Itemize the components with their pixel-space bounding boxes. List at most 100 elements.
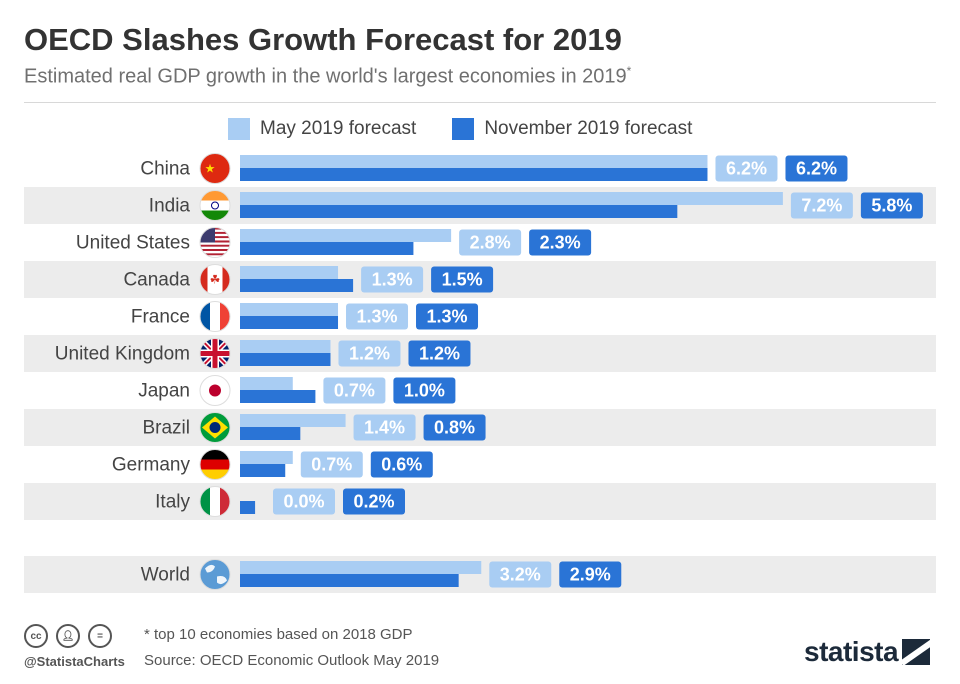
value-label-may-bg xyxy=(323,377,386,404)
value-label-may-bg xyxy=(459,229,522,256)
bar-november xyxy=(240,353,331,366)
header-divider xyxy=(24,102,936,103)
value-label-november: 2.3% xyxy=(540,232,581,252)
value-label-may: 0.7% xyxy=(334,380,375,400)
bar-may xyxy=(240,229,452,242)
value-label-november: 1.0% xyxy=(404,380,445,400)
category-label: France xyxy=(131,307,190,328)
legend-label-may: May 2019 forecast xyxy=(260,118,417,139)
row-band xyxy=(24,335,936,372)
legend-item-november: November 2019 forecast xyxy=(452,118,692,140)
chart-row-italy: Italy 0.0% 0.2% xyxy=(24,483,936,520)
bar-may xyxy=(240,451,293,464)
value-label-may: 3.2% xyxy=(500,564,541,584)
value-label-november-bg xyxy=(785,155,848,182)
value-label-may-bg xyxy=(346,303,409,330)
value-label-november: 0.2% xyxy=(353,491,394,511)
bar-may xyxy=(240,155,708,168)
bar-november xyxy=(240,501,256,514)
value-label-november-bg xyxy=(370,451,433,478)
bar-may xyxy=(240,192,783,205)
bar-november xyxy=(240,574,459,587)
legend-item-may: May 2019 forecast xyxy=(228,118,416,140)
chart-row-united-kingdom: United Kingdom 1.2% 1.2% xyxy=(24,335,936,372)
bar-may xyxy=(240,303,339,316)
chart-row-india: India 7.2% 5.8% xyxy=(24,187,936,224)
value-label-may-bg xyxy=(300,451,363,478)
value-label-may: 7.2% xyxy=(801,195,842,215)
value-label-november: 0.8% xyxy=(434,417,475,437)
value-label-november: 0.6% xyxy=(381,454,422,474)
value-label-november-bg xyxy=(860,192,923,219)
value-label-november-bg xyxy=(343,488,405,515)
value-label-may: 0.0% xyxy=(283,491,324,511)
row-band xyxy=(24,483,936,520)
brazil-flag-icon xyxy=(199,412,231,443)
statista-logo[interactable]: statista xyxy=(804,636,931,668)
bar-november xyxy=(240,279,354,292)
chart-row-germany: Germany 0.7% 0.6% xyxy=(112,449,433,480)
cc-icon: cc xyxy=(24,624,48,648)
bar-november xyxy=(240,316,339,329)
china-flag-icon: ★ xyxy=(199,153,231,184)
india-flag-icon xyxy=(199,190,231,221)
bar-may xyxy=(240,377,293,390)
canada-flag-icon: ☘ xyxy=(199,264,231,295)
bar-may xyxy=(240,266,339,279)
category-label: United Kingdom xyxy=(55,344,190,365)
chart-row-world: World 3.2% 2.9% xyxy=(24,556,936,593)
value-label-may: 1.3% xyxy=(357,306,398,326)
category-label: World xyxy=(141,565,190,586)
svg-text:★: ★ xyxy=(205,162,216,176)
usa-flag-icon xyxy=(199,227,231,258)
value-label-may: 1.4% xyxy=(364,417,405,437)
value-label-november-bg xyxy=(529,229,592,256)
value-label-may: 1.2% xyxy=(349,343,390,363)
value-label-november-bg xyxy=(393,377,456,404)
chart-row-japan: Japan 0.7% 1.0% xyxy=(138,375,456,406)
no-derivatives-icon: = xyxy=(88,624,112,648)
bar-may xyxy=(240,340,331,353)
value-label-may: 0.7% xyxy=(311,454,352,474)
japan-flag-icon xyxy=(199,375,231,406)
chart-row-france: France 1.3% 1.3% xyxy=(131,301,479,332)
bar-november xyxy=(240,205,678,218)
svg-text:☘: ☘ xyxy=(210,273,221,287)
value-label-november-bg xyxy=(423,414,486,441)
legend-label-november: November 2019 forecast xyxy=(484,118,693,139)
source-note: Source: OECD Economic Outlook May 2019 xyxy=(144,652,440,669)
value-label-november-bg xyxy=(559,561,622,588)
value-label-may-bg xyxy=(489,561,552,588)
attribution-icon: 👤︎ xyxy=(56,624,80,648)
category-label: United States xyxy=(76,233,190,254)
chart-row-canada: Canada ☘ 1.3% 1.5% xyxy=(24,261,936,298)
value-label-november-bg xyxy=(416,303,479,330)
social-handle: @StatistaCharts xyxy=(24,654,125,669)
value-label-may: 2.8% xyxy=(470,232,511,252)
world-globe-icon xyxy=(199,559,231,590)
chart-row-brazil: Brazil 1.4% 0.8% xyxy=(24,409,936,446)
value-label-november: 2.9% xyxy=(570,564,611,584)
value-label-may-bg xyxy=(715,155,778,182)
legend-swatch-november xyxy=(452,118,475,140)
value-label-may-bg xyxy=(353,414,416,441)
chart-title: OECD Slashes Growth Forecast for 2019 xyxy=(24,22,622,57)
category-label: China xyxy=(140,159,190,180)
value-label-november: 1.2% xyxy=(419,343,460,363)
category-label: Germany xyxy=(112,455,191,476)
license-icons: cc 👤︎ = xyxy=(24,624,120,648)
footnote: * top 10 economies based on 2018 GDP xyxy=(144,626,413,643)
value-label-november: 5.8% xyxy=(871,195,912,215)
brand-name: statista xyxy=(804,636,899,667)
value-label-november: 6.2% xyxy=(796,158,837,178)
bar-november xyxy=(240,464,286,477)
italy-flag-icon xyxy=(199,486,231,517)
bar-may xyxy=(240,414,346,427)
category-label: Brazil xyxy=(142,418,190,439)
value-label-may: 6.2% xyxy=(726,158,767,178)
value-label-november-bg xyxy=(431,266,494,293)
statista-mark-icon xyxy=(902,639,931,665)
bar-november xyxy=(240,427,301,440)
value-label-may: 1.3% xyxy=(372,269,413,289)
